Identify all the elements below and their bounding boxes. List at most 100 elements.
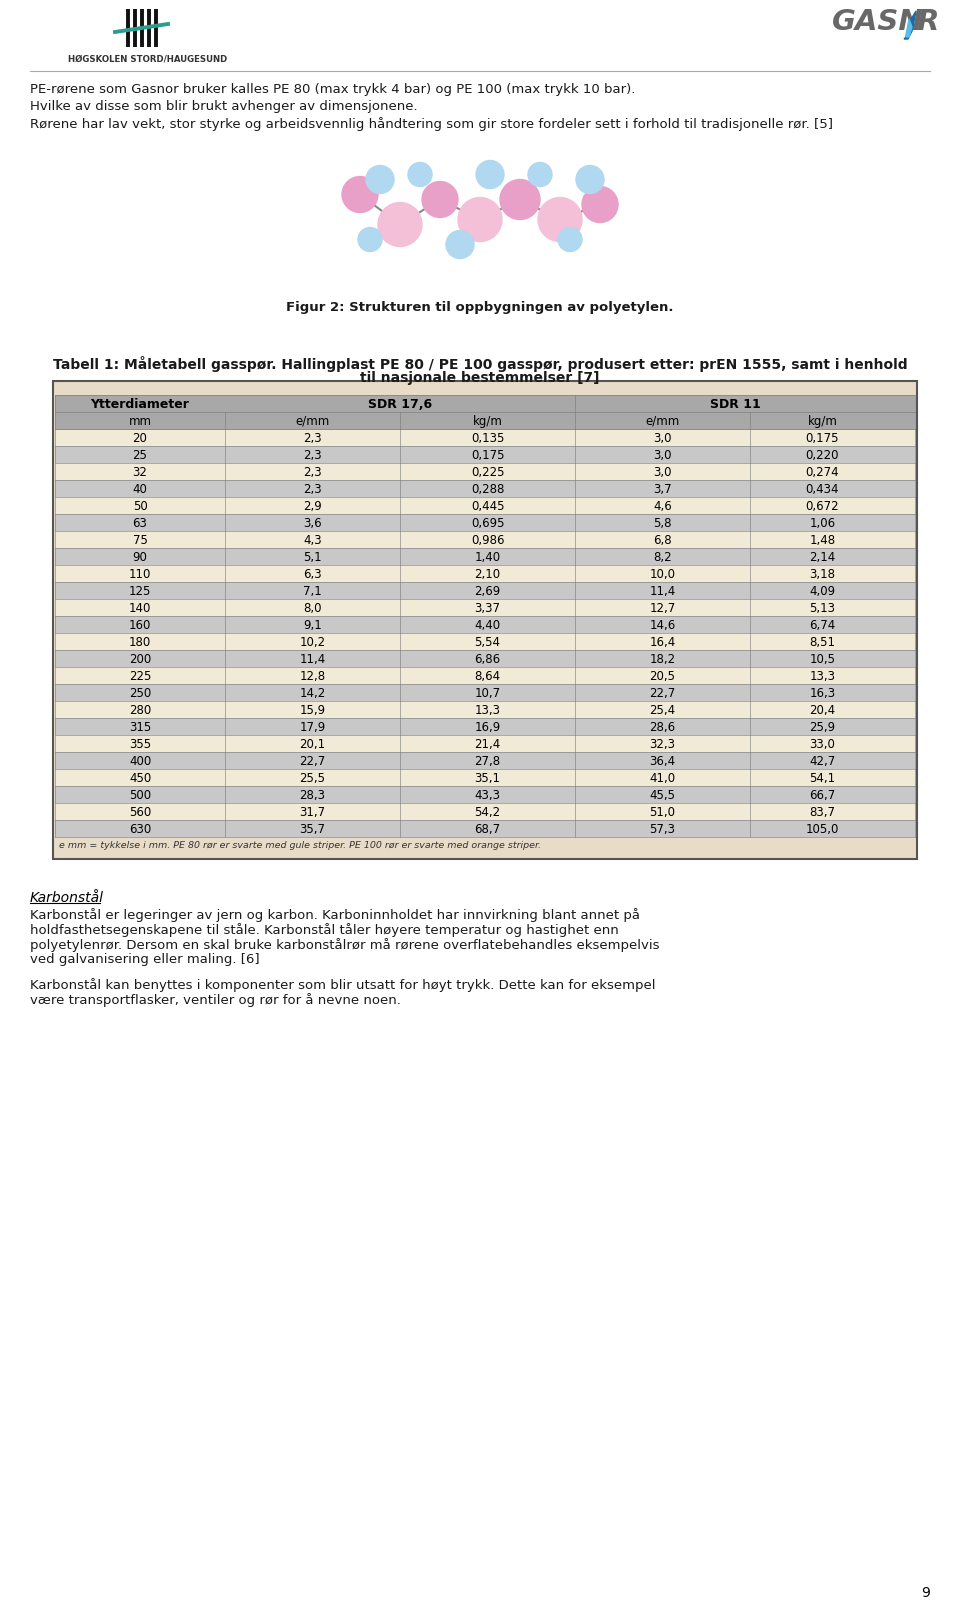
Circle shape <box>366 167 394 195</box>
Text: 25: 25 <box>132 448 148 461</box>
Text: 11,4: 11,4 <box>300 652 325 665</box>
Text: 8,64: 8,64 <box>474 670 500 683</box>
Bar <box>55 821 915 837</box>
Text: 90: 90 <box>132 550 148 563</box>
Text: 10,2: 10,2 <box>300 636 325 649</box>
Text: e/mm: e/mm <box>645 415 680 428</box>
Text: 1,40: 1,40 <box>474 550 500 563</box>
Text: 7,1: 7,1 <box>303 584 322 597</box>
Text: 13,3: 13,3 <box>474 703 500 717</box>
Text: 50: 50 <box>132 500 148 513</box>
Text: 0,288: 0,288 <box>470 482 504 495</box>
Bar <box>55 566 915 583</box>
Text: mm: mm <box>129 415 152 428</box>
Circle shape <box>528 164 552 187</box>
Bar <box>55 787 915 803</box>
Text: Hvilke av disse som blir brukt avhenger av dimensjonene.: Hvilke av disse som blir brukt avhenger … <box>30 101 418 114</box>
Bar <box>55 430 915 446</box>
Text: 2,3: 2,3 <box>303 466 322 479</box>
Bar <box>55 651 915 667</box>
Text: 110: 110 <box>129 568 151 581</box>
Text: 1,06: 1,06 <box>809 516 835 529</box>
Text: 54,1: 54,1 <box>809 771 835 784</box>
Bar <box>55 599 915 617</box>
Text: 3,0: 3,0 <box>653 466 672 479</box>
Text: HØGSKOLEN STORD/HAUGESUND: HØGSKOLEN STORD/HAUGESUND <box>68 55 228 63</box>
Text: Karbonstål er legeringer av jern og karbon. Karboninnholdet har innvirkning blan: Karbonstål er legeringer av jern og karb… <box>30 907 640 922</box>
Text: 20: 20 <box>132 432 148 445</box>
Text: Tabell 1: Måletabell gassрør. Hallingplast PE 80 / PE 100 gassрør, produsert ett: Tabell 1: Måletabell gassрør. Hallingpla… <box>53 355 907 372</box>
Text: 66,7: 66,7 <box>809 789 835 802</box>
Text: 20,5: 20,5 <box>650 670 676 683</box>
Text: 3,0: 3,0 <box>653 432 672 445</box>
Text: SDR 17,6: SDR 17,6 <box>368 398 432 411</box>
Text: 125: 125 <box>129 584 151 597</box>
Text: 5,13: 5,13 <box>809 602 835 615</box>
Circle shape <box>358 229 382 252</box>
Bar <box>55 464 915 480</box>
Text: 0,695: 0,695 <box>470 516 504 529</box>
Text: 4,09: 4,09 <box>809 584 835 597</box>
Bar <box>55 685 915 701</box>
Bar <box>55 735 915 753</box>
Text: 15,9: 15,9 <box>300 703 325 717</box>
Text: 35,7: 35,7 <box>300 823 325 836</box>
Text: R: R <box>916 8 938 36</box>
Text: 2,14: 2,14 <box>809 550 835 563</box>
Text: 32,3: 32,3 <box>650 737 676 750</box>
Text: 4,40: 4,40 <box>474 618 500 631</box>
Bar <box>55 532 915 549</box>
Polygon shape <box>906 19 912 37</box>
Text: 32: 32 <box>132 466 148 479</box>
Text: 41,0: 41,0 <box>649 771 676 784</box>
Text: 0,135: 0,135 <box>470 432 504 445</box>
Bar <box>53 381 917 860</box>
Text: 18,2: 18,2 <box>649 652 676 665</box>
Text: 63: 63 <box>132 516 148 529</box>
Text: 22,7: 22,7 <box>649 687 676 700</box>
Text: 2,69: 2,69 <box>474 584 500 597</box>
Text: Ytterdiameter: Ytterdiameter <box>90 398 189 411</box>
Text: 2,3: 2,3 <box>303 448 322 461</box>
Text: Karbonstål: Karbonstål <box>30 891 104 904</box>
Text: 10,5: 10,5 <box>809 652 835 665</box>
Bar <box>55 633 915 651</box>
Bar <box>55 769 915 787</box>
Circle shape <box>500 180 540 221</box>
Text: 2,9: 2,9 <box>303 500 322 513</box>
Bar <box>55 514 915 532</box>
Circle shape <box>538 198 582 242</box>
Text: 22,7: 22,7 <box>300 755 325 768</box>
Text: 6,3: 6,3 <box>303 568 322 581</box>
Bar <box>55 583 915 599</box>
Text: 8,51: 8,51 <box>809 636 835 649</box>
Text: 0,175: 0,175 <box>470 448 504 461</box>
Text: 31,7: 31,7 <box>300 805 325 818</box>
Text: 36,4: 36,4 <box>649 755 676 768</box>
Text: 2,3: 2,3 <box>303 482 322 495</box>
Text: 21,4: 21,4 <box>474 737 500 750</box>
Text: 2,10: 2,10 <box>474 568 500 581</box>
Circle shape <box>582 187 618 224</box>
Text: 180: 180 <box>129 636 151 649</box>
Text: 28,6: 28,6 <box>649 721 676 734</box>
Text: PE-rørene som Gasnor bruker kalles PE 80 (max trykk 4 bar) og PE 100 (max trykk : PE-rørene som Gasnor bruker kalles PE 80… <box>30 83 636 96</box>
Text: 28,3: 28,3 <box>300 789 325 802</box>
Text: 6,86: 6,86 <box>474 652 500 665</box>
Text: 630: 630 <box>129 823 151 836</box>
Circle shape <box>422 182 458 219</box>
Text: 500: 500 <box>129 789 151 802</box>
Text: 3,6: 3,6 <box>303 516 322 529</box>
Text: 0,434: 0,434 <box>805 482 839 495</box>
Text: 16,4: 16,4 <box>649 636 676 649</box>
Text: e mm = tykkelse i mm. PE 80 rør er svarte med gule striper. PE 100 rør er svarte: e mm = tykkelse i mm. PE 80 rør er svart… <box>59 841 541 849</box>
Text: 14,6: 14,6 <box>649 618 676 631</box>
Text: holdfasthetsegenskapene til ståle. Karbonstål tåler høyere temperatur og hastigh: holdfasthetsegenskapene til ståle. Karbo… <box>30 922 619 936</box>
Text: 105,0: 105,0 <box>805 823 839 836</box>
Text: 3,7: 3,7 <box>653 482 672 495</box>
Bar <box>55 803 915 821</box>
Bar <box>55 498 915 514</box>
Text: kg/m: kg/m <box>472 415 502 428</box>
Text: 280: 280 <box>129 703 151 717</box>
Text: 5,54: 5,54 <box>474 636 500 649</box>
